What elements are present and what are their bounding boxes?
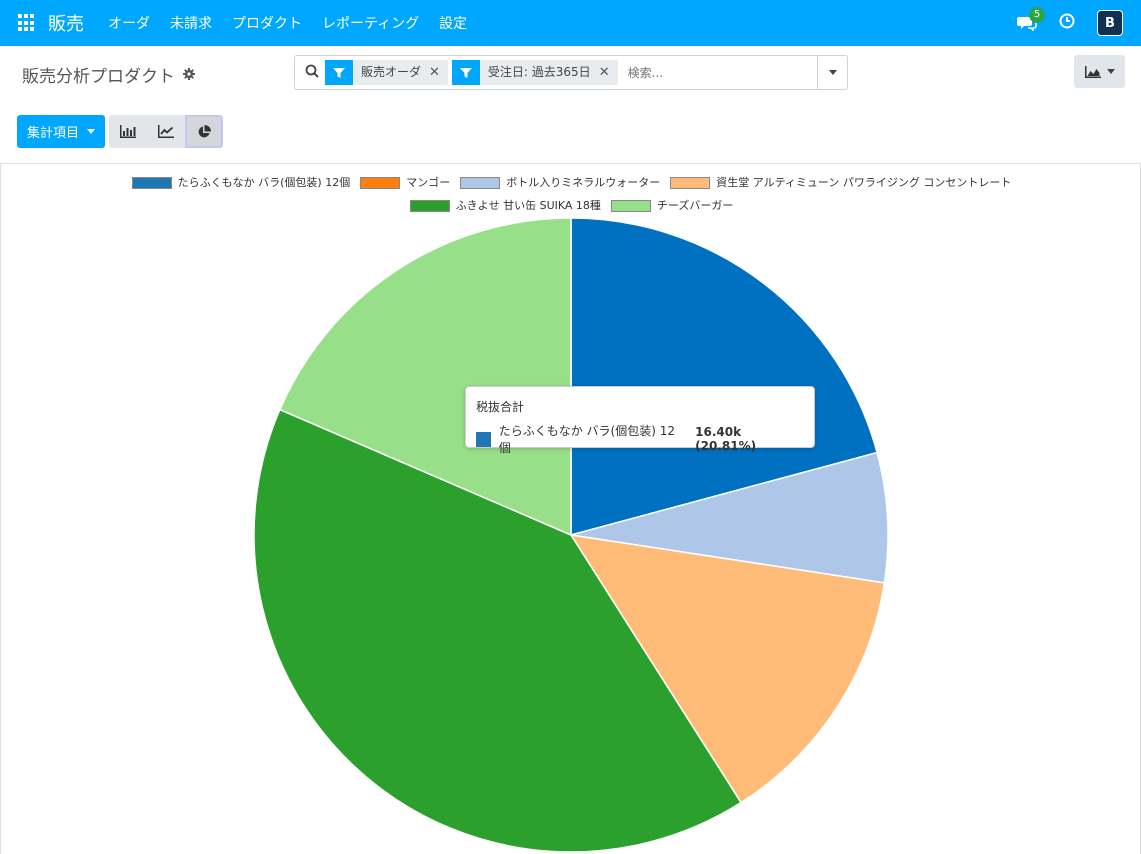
- legend-row: ふきよせ 甘い缶 SUIKA 18種 チーズバーガー: [1, 194, 1141, 217]
- tooltip-value: 16.40k (20.81%): [695, 425, 757, 453]
- facet-remove-icon[interactable]: ✕: [429, 65, 440, 80]
- legend-swatch: [670, 176, 711, 189]
- area-chart-icon: [1084, 65, 1101, 78]
- pie-slice[interactable]: [569, 534, 886, 804]
- legend-item[interactable]: チーズバーガー: [610, 194, 734, 217]
- bar-chart-icon: [120, 125, 137, 138]
- tooltip-swatch: [476, 431, 491, 447]
- pie-slice[interactable]: [253, 408, 743, 853]
- search-options-toggle[interactable]: [817, 56, 847, 89]
- measures-label: 集計項目: [27, 126, 80, 141]
- chat-badge: 5: [1029, 7, 1045, 23]
- search-facet-sales-orders: 販売オーダ ✕: [325, 60, 448, 85]
- pie-slice[interactable]: [570, 451, 889, 584]
- pie-chart: [253, 217, 889, 853]
- legend-label: マンゴー: [406, 176, 451, 189]
- gear-icon[interactable]: [183, 65, 195, 85]
- search-facet-order-date: 受注日: 過去365日 ✕: [451, 60, 618, 85]
- menu-item-to-invoice[interactable]: 未請求: [170, 16, 212, 32]
- page-title: 販売分析プロダクト: [22, 67, 175, 87]
- pie-chart-button[interactable]: [185, 115, 224, 148]
- facet-remove-icon[interactable]: ✕: [598, 65, 610, 80]
- legend-label: 資生堂 アルティミューン パワライジング コンセントレート: [716, 176, 1012, 189]
- legend-item[interactable]: マンゴー: [360, 171, 450, 194]
- clock-icon[interactable]: [1059, 13, 1075, 33]
- pie-slice[interactable]: [570, 217, 879, 536]
- legend-item[interactable]: ふきよせ 甘い缶 SUIKA 18種: [409, 194, 601, 217]
- filter-icon: [451, 60, 480, 85]
- control-panel: 販売分析プロダクト 販売オーダ ✕ 受注日: 過去365日 ✕: [0, 46, 1141, 164]
- tooltip-title: 税抜合計: [476, 400, 525, 414]
- line-chart-icon: [158, 125, 175, 138]
- chevron-down-icon: [828, 70, 837, 75]
- legend-row: たらふくもなか バラ(個包装) 12個 マンゴー ボトル入りミネラルウォーター …: [1, 171, 1141, 194]
- chevron-down-icon: [87, 129, 96, 134]
- chart-tooltip: 税抜合計 たらふくもなか バラ(個包装) 12個 16.40k (20.81%): [465, 386, 815, 455]
- legend-item[interactable]: 資生堂 アルティミューン パワライジング コンセントレート: [670, 171, 1011, 194]
- menu-item-reporting[interactable]: レポーティング: [322, 16, 420, 32]
- menu-item-products[interactable]: プロダクト: [232, 16, 302, 32]
- page-title-wrap: 販売分析プロダクト: [22, 62, 195, 87]
- avatar[interactable]: B: [1097, 10, 1123, 36]
- bar-chart-button[interactable]: [109, 115, 148, 148]
- legend-swatch: [460, 176, 501, 189]
- legend-item[interactable]: ボトル入りミネラルウォーター: [460, 171, 660, 194]
- apps-menu-icon[interactable]: [18, 14, 36, 32]
- filter-icon: [325, 60, 353, 85]
- legend-swatch: [409, 199, 450, 212]
- line-chart-button[interactable]: [147, 115, 186, 148]
- legend-item[interactable]: たらふくもなか バラ(個包装) 12個: [131, 171, 351, 194]
- menu-item-settings[interactable]: 設定: [439, 16, 468, 32]
- legend-swatch: [360, 176, 401, 189]
- measures-button[interactable]: 集計項目: [17, 115, 106, 148]
- chat-icon[interactable]: 5: [1017, 7, 1045, 31]
- facet-label: 受注日: 過去365日: [487, 65, 591, 79]
- app-name[interactable]: 販売: [48, 14, 84, 35]
- legend-label: チーズバーガー: [656, 199, 734, 212]
- pie-chart-icon: [198, 124, 212, 137]
- menu-item-orders[interactable]: オーダ: [108, 16, 150, 32]
- search-icon: [305, 63, 319, 82]
- legend-label: ふきよせ 甘い缶 SUIKA 18種: [455, 199, 601, 212]
- view-toolbar: 集計項目: [17, 115, 224, 148]
- legend-label: たらふくもなか バラ(個包装) 12個: [177, 176, 351, 189]
- legend-label: ボトル入りミネラルウォーター: [506, 176, 661, 189]
- pie-slice[interactable]: [278, 217, 572, 537]
- chart-area: たらふくもなか バラ(個包装) 12個 マンゴー ボトル入りミネラルウォーター …: [0, 164, 1141, 854]
- search-bar: 販売オーダ ✕ 受注日: 過去365日 ✕: [294, 55, 848, 90]
- chevron-down-icon: [1106, 69, 1115, 74]
- legend-swatch: [131, 176, 172, 189]
- facet-label: 販売オーダ: [361, 65, 422, 79]
- search-input[interactable]: [627, 65, 778, 80]
- top-navbar: 販売 オーダ 未請求 プロダクト レポーティング 設定 5 B: [0, 0, 1141, 46]
- legend-swatch: [610, 199, 651, 212]
- chart-legend: たらふくもなか バラ(個包装) 12個 マンゴー ボトル入りミネラルウォーター …: [1, 171, 1141, 217]
- chart-options-dropdown[interactable]: [1074, 55, 1125, 88]
- tooltip-label: たらふくもなか バラ(個包装) 12個: [498, 424, 675, 455]
- tooltip-row: たらふくもなか バラ(個包装) 12個 16.40k (20.81%): [476, 422, 804, 456]
